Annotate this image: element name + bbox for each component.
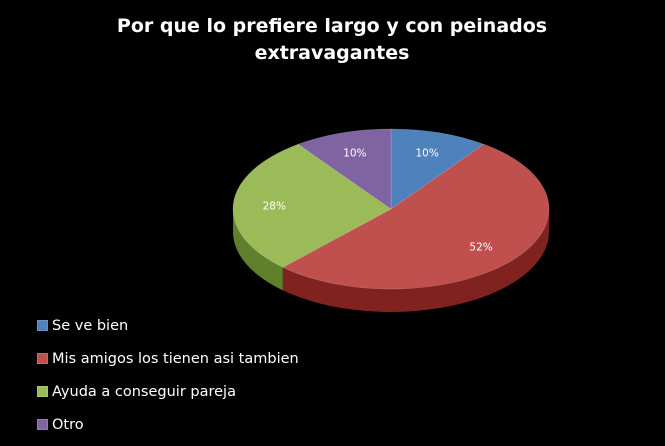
pie-slices xyxy=(232,128,550,290)
legend-label: Otro xyxy=(52,416,84,433)
pie-slice-otro xyxy=(297,128,392,210)
legend-item-se-ve-bien: Se ve bien xyxy=(37,309,437,342)
data-label-ayuda-a-conseguir-pareja: 28% xyxy=(263,200,286,212)
legend-item-ayuda-pareja: Ayuda a conseguir pareja xyxy=(37,375,437,408)
pie-slice-se-ve-bien xyxy=(390,128,485,210)
pie-slice-ayuda-a-conseguir-pareja xyxy=(232,143,392,268)
legend-label: Ayuda a conseguir pareja xyxy=(52,383,236,400)
chart-title-line-1: Por que lo prefiere largo y con peinados xyxy=(116,15,548,37)
data-label-mis-amigos-los-tienen-asi-tambien: 52% xyxy=(469,242,492,254)
pie-sides xyxy=(233,209,549,313)
pie-side-mis-amigos-los-tienen-asi-tambien xyxy=(282,209,549,313)
legend-item-otro: Otro xyxy=(37,408,437,441)
legend-swatch xyxy=(37,320,48,331)
chart-title: Por que lo prefiere largo y con peinados… xyxy=(82,13,582,67)
data-label-se-ve-bien: 10% xyxy=(415,148,438,160)
legend-item-mis-amigos: Mis amigos los tienen asi tambien xyxy=(37,342,437,375)
pie-data-labels: 10% 52% 28% 10% xyxy=(263,148,493,254)
legend-swatch xyxy=(37,386,48,397)
pie-side-ayuda-a-conseguir-pareja xyxy=(233,209,283,291)
legend-label: Se ve bien xyxy=(52,317,129,334)
legend: Se ve bien Mis amigos los tienen asi tam… xyxy=(37,309,437,441)
legend-swatch xyxy=(37,419,48,430)
legend-swatch xyxy=(37,353,48,364)
chart-title-line-2: extravagantes xyxy=(254,42,410,64)
legend-label: Mis amigos los tienen asi tambien xyxy=(52,350,299,367)
data-label-otro: 10% xyxy=(343,148,366,160)
pie-slice-mis-amigos-los-tienen-asi-tambien xyxy=(282,143,550,290)
